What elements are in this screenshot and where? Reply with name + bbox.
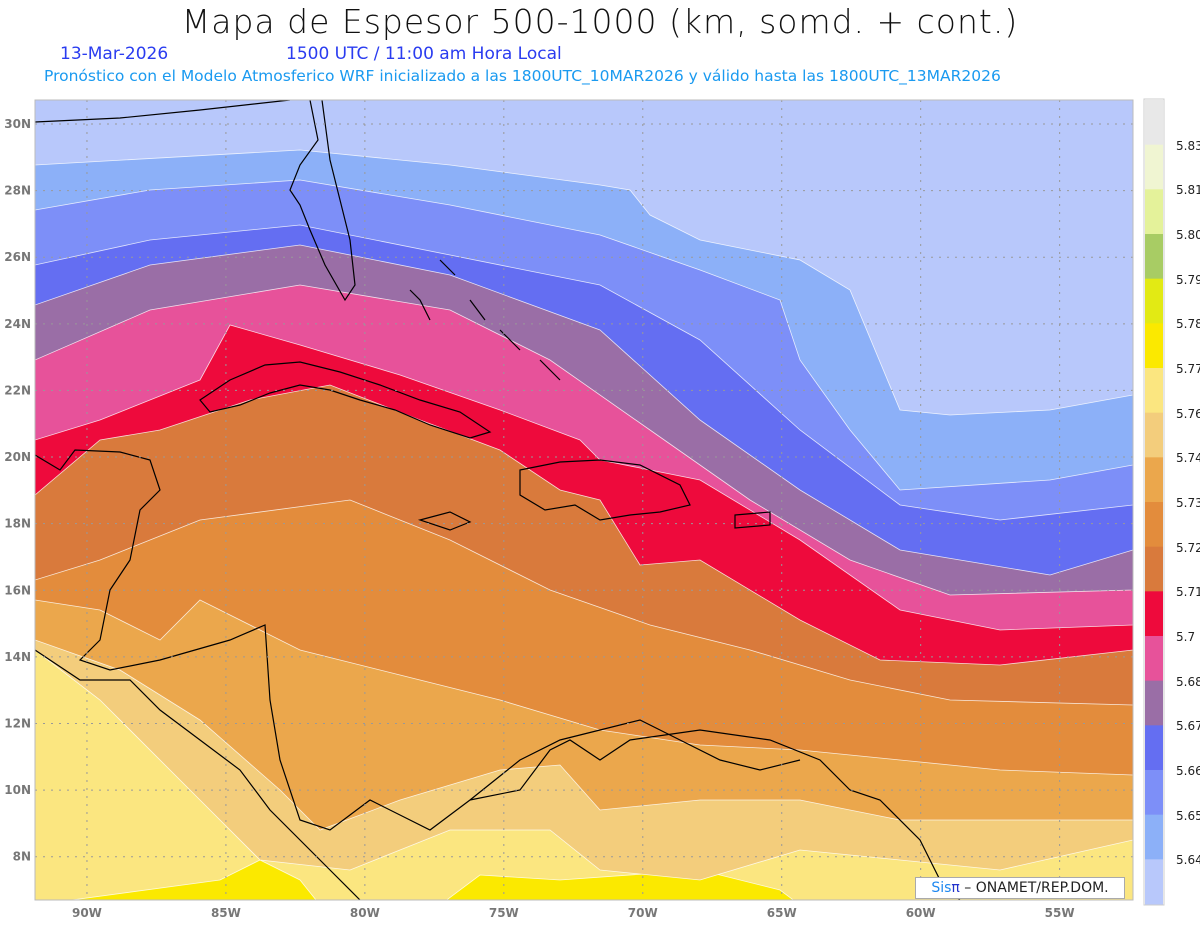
coastline-jamaica: [417, 511, 472, 531]
colorbar-swatch: [1145, 189, 1163, 235]
colorbar-swatch: [1145, 323, 1163, 369]
credit-box: Sisπ – ONAMET/REP.DOM.: [915, 877, 1125, 899]
coastline-hispaniola: [519, 459, 691, 521]
colorbar-swatch: [1145, 814, 1163, 860]
colorbar-label: 5.664: [1176, 764, 1200, 778]
coastline-florida: [35, 100, 356, 302]
lon-tick-label: 80W: [350, 906, 380, 920]
lon-tick-label: 75W: [489, 906, 519, 920]
lat-tick-label: 10N: [4, 783, 31, 797]
colorbar-swatch: [1145, 546, 1163, 592]
grid-lines: [35, 100, 1133, 900]
colorbar-swatch: [1145, 457, 1163, 503]
lat-tick-label: 30N: [4, 117, 31, 131]
colorbar-swatch: [1145, 591, 1163, 637]
lat-tick-label: 20N: [4, 450, 31, 464]
date-label: 13-Mar-2026: [60, 44, 169, 64]
colorbar-label: 5.712: [1176, 585, 1200, 600]
colorbar-frame: [1143, 98, 1165, 906]
colorbar-label: 5.795: [1176, 272, 1200, 287]
lat-tick-label: 14N: [4, 650, 31, 664]
lat-tick-label: 16N: [4, 583, 31, 597]
coastline-cuba: [199, 361, 492, 439]
colorbar-label: 5.831: [1176, 138, 1200, 153]
colorbar-swatch: [1145, 725, 1163, 771]
coastline-bahamas: [409, 259, 561, 381]
lat-tick-label: 26N: [4, 250, 31, 264]
colorbar-swatch: [1145, 412, 1163, 458]
lat-tick-label: 18N: [4, 517, 31, 531]
colorbar-label: 5.64: [1176, 853, 1200, 868]
lat-tick-label: 8N: [13, 850, 31, 864]
plot-frame: [34, 99, 1134, 901]
pi-logo-icon: π: [951, 880, 960, 896]
coastline-south-america: [469, 729, 961, 900]
contour-band: [35, 100, 1133, 416]
colorbar: [1143, 98, 1165, 906]
colorbar-label: 5.676: [1176, 719, 1200, 734]
colorbar-swatch: [1145, 859, 1163, 905]
brand-text: Sis: [931, 880, 952, 896]
colorbar-label: 5.76: [1176, 406, 1200, 421]
colorbar-swatch: [1145, 100, 1163, 146]
colorbar-label: 5.736: [1176, 496, 1200, 510]
lat-tick-label: 12N: [4, 716, 31, 730]
credit-text: – ONAMET/REP.DOM.: [959, 880, 1109, 896]
colorbar-swatch: [1145, 680, 1163, 726]
colorbar-label: 5.652: [1176, 808, 1200, 823]
coastline-central-america: [35, 449, 801, 900]
colorbar-swatch: [1145, 234, 1163, 280]
colorbar-label: 5.748: [1176, 451, 1200, 466]
colorbar-label: 5.807: [1176, 228, 1200, 242]
map-title: Mapa de Espesor 500-1000 (km, somd. + co…: [181, 2, 1019, 41]
colorbar-label: 5.783: [1176, 317, 1200, 332]
lon-tick-label: 65W: [767, 906, 797, 920]
coastline-puertorico: [734, 511, 771, 529]
colorbar-swatch: [1145, 144, 1163, 190]
colorbar-label: 5.7: [1176, 630, 1196, 644]
colorbar-swatch: [1145, 636, 1163, 682]
colorbar-swatch: [1145, 278, 1163, 324]
lon-tick-label: 55W: [1045, 906, 1075, 920]
colorbar-label: 5.819: [1176, 183, 1200, 198]
thickness-bands: [35, 100, 1133, 900]
lon-tick-label: 70W: [628, 906, 658, 920]
lat-tick-label: 28N: [4, 184, 31, 198]
colorbar-swatch: [1145, 368, 1163, 414]
colorbar-label: 5.772: [1176, 362, 1200, 376]
time-label: 1500 UTC / 11:00 am Hora Local: [286, 44, 562, 64]
lon-tick-label: 60W: [906, 906, 936, 920]
forecast-description: Pronóstico con el Modelo Atmosferico WRF…: [44, 67, 1001, 85]
colorbar-label: 5.724: [1176, 540, 1200, 555]
lon-tick-label: 90W: [72, 906, 102, 920]
colorbar-swatch: [1145, 502, 1163, 548]
lat-tick-label: 24N: [4, 317, 31, 331]
axis-labels: 90W 85W 80W 75W 70W 65W 60W 55W 30N 28N 26N 24N 22N 2…: [4, 117, 1074, 920]
coastlines: [35, 100, 961, 900]
colorbar-label: 5.688: [1176, 674, 1200, 689]
lat-tick-label: 22N: [4, 383, 31, 397]
lon-tick-label: 85W: [211, 906, 241, 920]
colorbar-swatch: [1145, 770, 1163, 816]
